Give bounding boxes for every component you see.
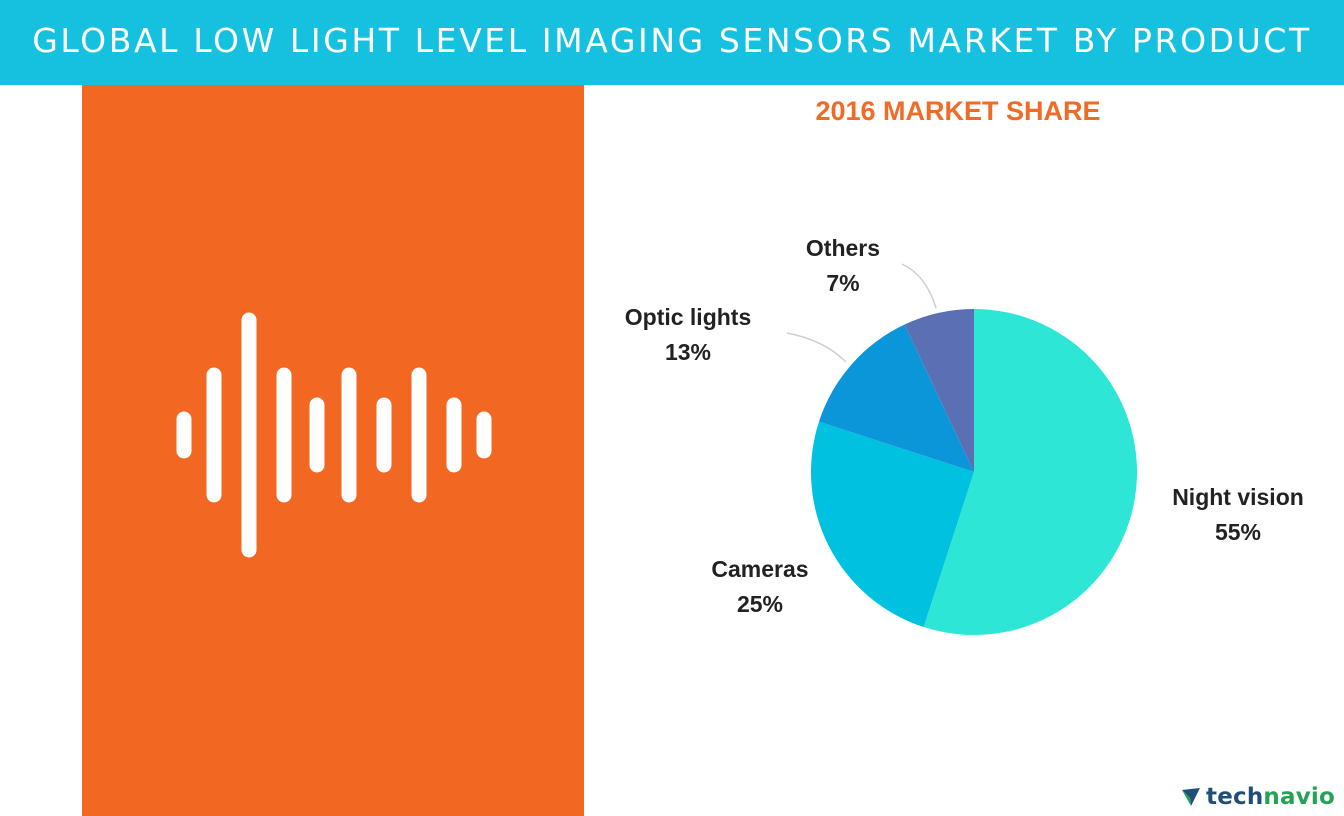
slice-label-night-vision: Night vision 55%: [1160, 480, 1316, 550]
title-banner: GLOBAL LOW LIGHT LEVEL IMAGING SENSORS M…: [0, 0, 1344, 85]
leader-line-others: [901, 263, 937, 309]
pie-slice-others: [904, 309, 974, 472]
slice-name: Cameras: [711, 556, 809, 582]
slice-name: Others: [805, 235, 881, 261]
slice-label-optic-lights: Optic lights 13%: [612, 300, 764, 370]
chart-title: 2016 MARKET SHARE: [815, 96, 1101, 126]
pie-chart: [786, 263, 1138, 635]
logo-wordmark: technavio: [1206, 784, 1335, 810]
slice-name: Optic lights: [624, 304, 752, 330]
slice-label-cameras: Cameras 25%: [700, 552, 820, 622]
pie-slice-night-vision: [923, 309, 1138, 635]
slice-value: 25%: [736, 591, 784, 617]
technavio-logo-icon: [1182, 788, 1200, 806]
technavio-logo: technavio: [1180, 780, 1335, 814]
slice-value: 55%: [1214, 519, 1262, 545]
page-title: GLOBAL LOW LIGHT LEVEL IMAGING SENSORS M…: [32, 21, 1312, 60]
pie-slice-cameras: [811, 421, 974, 628]
slice-value: 7%: [826, 270, 860, 296]
slice-label-others: Others 7%: [793, 231, 893, 301]
pie-slice-optic-lights: [818, 324, 974, 472]
leader-line-optic-lights: [786, 332, 847, 363]
slice-value: 13%: [664, 339, 712, 365]
sound-wave-icon: [176, 312, 492, 558]
slice-name: Night vision: [1172, 484, 1304, 510]
illustration-panel: [82, 85, 584, 816]
